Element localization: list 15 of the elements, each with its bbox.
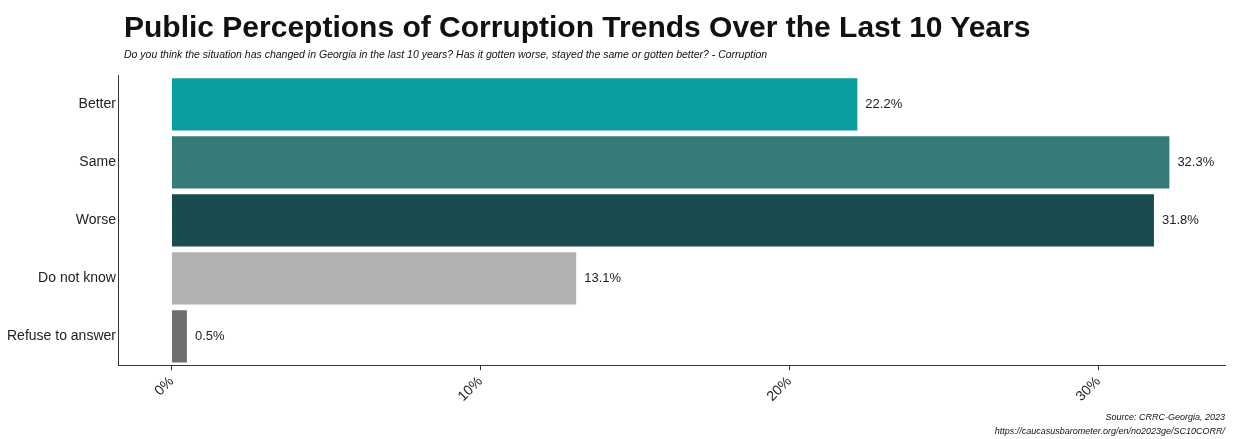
data-label: 32.3% — [1177, 153, 1215, 169]
y-tick-label: Same — [79, 153, 117, 170]
data-label: 22.2% — [865, 95, 903, 111]
data-label: 31.8% — [1161, 211, 1200, 227]
chart-subtitle: Do you think the situation has changed in Georgia in the last 10 years? Has it gotten worse, stayed the same or gotten better? - Corruption — [124, 48, 768, 60]
source-note: Source: CRRC-Georgia, 2023 — [1104, 411, 1225, 424]
text: https://caucasusbarometer.org/en/no2023ge/SC10CORR/ — [994, 425, 1225, 438]
y-tick-label: Do not know — [38, 269, 117, 286]
x-tick-label: 0% — [150, 372, 177, 399]
y-tick-label: Better — [78, 95, 117, 112]
y-tick-label: Refuse to answer — [6, 327, 117, 344]
data-label: 0.5% — [194, 327, 225, 343]
chart-title: Public Perceptions of Corruption Trends Over the Last 10 Years — [124, 10, 1031, 44]
data-label: 13.1% — [584, 269, 622, 285]
y-tick-label: Worse — [75, 211, 117, 228]
